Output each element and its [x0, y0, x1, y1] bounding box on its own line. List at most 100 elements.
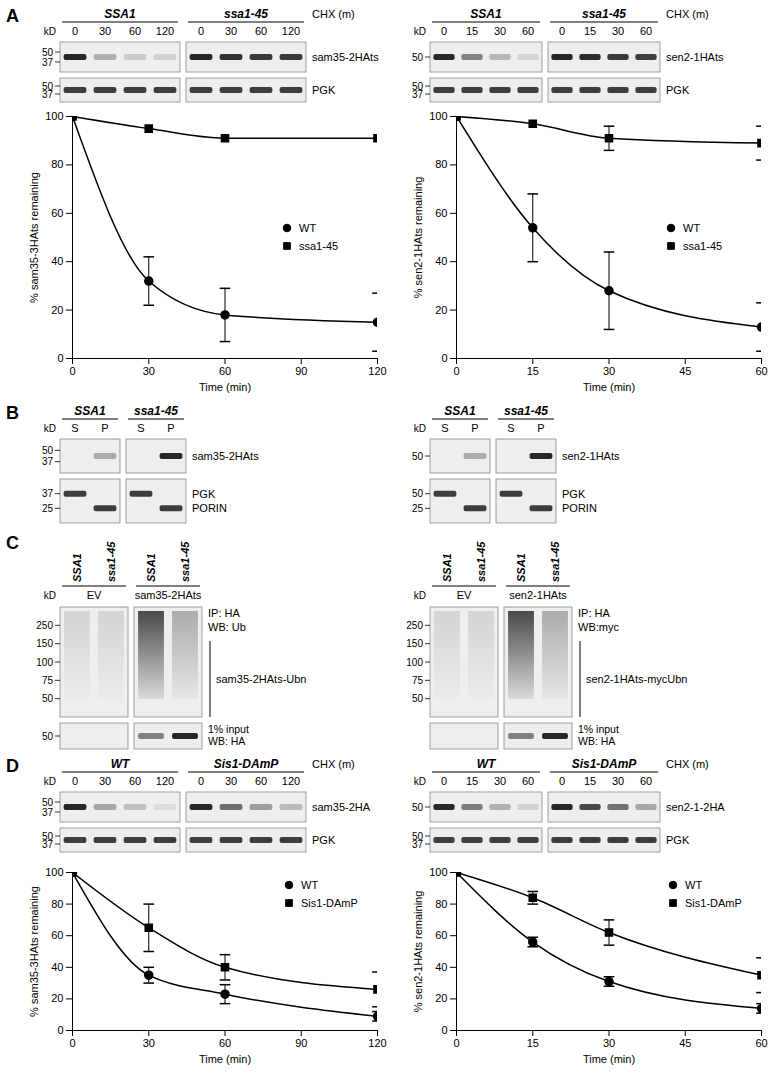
svg-text:0: 0	[57, 1024, 63, 1036]
svg-text:250: 250	[406, 620, 423, 631]
svg-text:kD: kD	[44, 590, 56, 601]
svg-text:0: 0	[69, 1037, 75, 1049]
svg-text:SSA1: SSA1	[74, 404, 106, 418]
svg-text:PGK: PGK	[312, 84, 336, 96]
svg-text:P: P	[537, 422, 544, 434]
svg-text:SSA1: SSA1	[444, 404, 476, 418]
svg-text:ssa1-45: ssa1-45	[582, 7, 626, 21]
svg-text:0: 0	[441, 352, 447, 364]
svg-text:30: 30	[99, 775, 111, 787]
svg-text:37: 37	[42, 456, 54, 467]
svg-text:P: P	[167, 422, 174, 434]
svg-text:20: 20	[51, 992, 63, 1004]
svg-text:ssa1-45: ssa1-45	[134, 404, 178, 418]
svg-text:0: 0	[72, 25, 78, 37]
svg-text:120: 120	[156, 775, 174, 787]
svg-text:0: 0	[441, 775, 447, 787]
svg-text:45: 45	[679, 1037, 691, 1049]
svg-text:sen2-1-2HA: sen2-1-2HA	[666, 801, 725, 813]
svg-text:0: 0	[198, 775, 204, 787]
svg-text:S: S	[137, 422, 144, 434]
svg-text:Time (min): Time (min)	[583, 1053, 635, 1065]
svg-text:SSA1: SSA1	[441, 553, 453, 582]
svg-text:75: 75	[412, 675, 424, 686]
svg-text:ssa1-45: ssa1-45	[504, 404, 548, 418]
svg-text:S: S	[71, 422, 78, 434]
svg-text:Sis1-DAmP: Sis1-DAmP	[214, 757, 280, 771]
svg-text:C: C	[6, 533, 19, 553]
svg-text:60: 60	[255, 25, 267, 37]
svg-text:ssa1-45: ssa1-45	[683, 240, 722, 252]
svg-text:ssa1-45: ssa1-45	[105, 541, 117, 582]
svg-text:120: 120	[282, 25, 300, 37]
svg-text:0: 0	[69, 365, 75, 377]
svg-text:60: 60	[255, 775, 267, 787]
svg-text:60: 60	[219, 1037, 231, 1049]
svg-text:60: 60	[522, 25, 534, 37]
svg-text:100: 100	[45, 866, 63, 878]
svg-text:0: 0	[453, 1037, 459, 1049]
svg-text:% sam35-3HAts remaining: % sam35-3HAts remaining	[28, 172, 40, 303]
svg-text:50: 50	[412, 451, 424, 462]
svg-text:30: 30	[99, 25, 111, 37]
svg-text:30: 30	[603, 365, 615, 377]
svg-text:PORIN: PORIN	[192, 502, 227, 514]
svg-text:100: 100	[45, 110, 63, 122]
svg-text:WT: WT	[299, 222, 316, 234]
svg-text:ssa1-45: ssa1-45	[549, 541, 561, 582]
svg-text:15: 15	[466, 25, 478, 37]
svg-text:25: 25	[42, 503, 54, 514]
svg-text:0: 0	[441, 1024, 447, 1036]
svg-text:37: 37	[412, 839, 424, 850]
svg-text:WT: WT	[685, 879, 702, 891]
svg-text:WB: Ub: WB: Ub	[208, 621, 246, 633]
svg-text:kD: kD	[44, 26, 56, 37]
svg-text:P: P	[101, 422, 108, 434]
svg-text:50: 50	[42, 731, 54, 742]
svg-text:120: 120	[282, 775, 300, 787]
svg-text:PGK: PGK	[562, 488, 586, 500]
svg-text:60: 60	[640, 25, 652, 37]
svg-text:PGK: PGK	[312, 834, 336, 846]
svg-text:EV: EV	[87, 589, 102, 601]
svg-text:60: 60	[51, 207, 63, 219]
svg-text:15: 15	[527, 365, 539, 377]
svg-text:kD: kD	[44, 776, 56, 787]
svg-text:90: 90	[295, 1037, 307, 1049]
svg-text:sam35-2HAts: sam35-2HAts	[312, 51, 379, 63]
svg-text:100: 100	[429, 110, 447, 122]
svg-text:PGK: PGK	[666, 84, 690, 96]
svg-text:kD: kD	[44, 423, 56, 434]
svg-text:120: 120	[368, 1037, 386, 1049]
svg-text:45: 45	[679, 365, 691, 377]
svg-text:37: 37	[42, 839, 54, 850]
svg-text:20: 20	[435, 304, 447, 316]
svg-text:30: 30	[143, 365, 155, 377]
svg-text:100: 100	[36, 657, 53, 668]
svg-text:sam35-2HAts: sam35-2HAts	[192, 450, 259, 462]
svg-text:60: 60	[219, 365, 231, 377]
svg-text:120: 120	[368, 365, 386, 377]
svg-text:SSA1: SSA1	[104, 7, 136, 21]
svg-text:% sam35-3HAts remaining: % sam35-3HAts remaining	[28, 886, 40, 1017]
svg-text:30: 30	[494, 25, 506, 37]
svg-text:60: 60	[129, 775, 141, 787]
svg-text:0: 0	[559, 775, 565, 787]
svg-text:Time (min): Time (min)	[199, 1053, 251, 1065]
svg-text:30: 30	[494, 775, 506, 787]
svg-text:50: 50	[412, 693, 424, 704]
svg-text:15: 15	[584, 25, 596, 37]
svg-text:80: 80	[435, 898, 447, 910]
svg-text:60: 60	[640, 775, 652, 787]
svg-text:60: 60	[755, 365, 767, 377]
svg-text:0: 0	[57, 352, 63, 364]
svg-text:CHX (m): CHX (m)	[666, 8, 709, 20]
svg-text:Sis1-DAmP: Sis1-DAmP	[572, 757, 638, 771]
svg-text:50: 50	[412, 802, 424, 813]
svg-text:0: 0	[559, 25, 565, 37]
svg-text:150: 150	[406, 638, 423, 649]
svg-text:0: 0	[453, 365, 459, 377]
svg-text:PGK: PGK	[192, 488, 216, 500]
svg-text:IP: HA: IP: HA	[578, 607, 610, 619]
svg-text:30: 30	[603, 1037, 615, 1049]
